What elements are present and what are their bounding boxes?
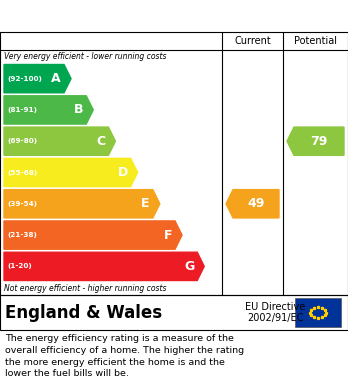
Polygon shape	[4, 221, 182, 249]
Text: Current: Current	[234, 36, 271, 46]
Bar	[295, 298, 341, 327]
Text: Energy Efficiency Rating: Energy Efficiency Rating	[10, 9, 221, 23]
Polygon shape	[4, 252, 204, 280]
Text: EU Directive
2002/91/EC: EU Directive 2002/91/EC	[245, 302, 305, 323]
Text: 79: 79	[310, 135, 328, 148]
Polygon shape	[4, 96, 93, 124]
Text: (21-38): (21-38)	[7, 232, 37, 238]
Polygon shape	[4, 158, 138, 187]
Text: (1-20): (1-20)	[7, 264, 32, 269]
Text: England & Wales: England & Wales	[5, 303, 162, 321]
Text: (55-68): (55-68)	[7, 170, 37, 176]
Text: (69-80): (69-80)	[7, 138, 37, 144]
Text: Not energy efficient - higher running costs: Not energy efficient - higher running co…	[4, 284, 166, 293]
Text: Very energy efficient - lower running costs: Very energy efficient - lower running co…	[4, 52, 166, 61]
Text: (81-91): (81-91)	[7, 107, 37, 113]
Text: G: G	[184, 260, 194, 273]
Text: A: A	[52, 72, 61, 85]
Text: B: B	[74, 104, 83, 117]
Polygon shape	[287, 127, 344, 155]
Polygon shape	[4, 127, 116, 155]
Text: The energy efficiency rating is a measure of the
overall efficiency of a home. T: The energy efficiency rating is a measur…	[5, 334, 244, 378]
Polygon shape	[226, 190, 279, 218]
Text: C: C	[96, 135, 105, 148]
Polygon shape	[4, 190, 160, 218]
Text: Potential: Potential	[294, 36, 337, 46]
Text: D: D	[117, 166, 128, 179]
Text: (92-100): (92-100)	[7, 75, 42, 82]
Text: 49: 49	[247, 197, 265, 210]
Text: E: E	[141, 197, 150, 210]
Text: F: F	[164, 229, 172, 242]
Text: (39-54): (39-54)	[7, 201, 37, 207]
Polygon shape	[4, 65, 71, 93]
